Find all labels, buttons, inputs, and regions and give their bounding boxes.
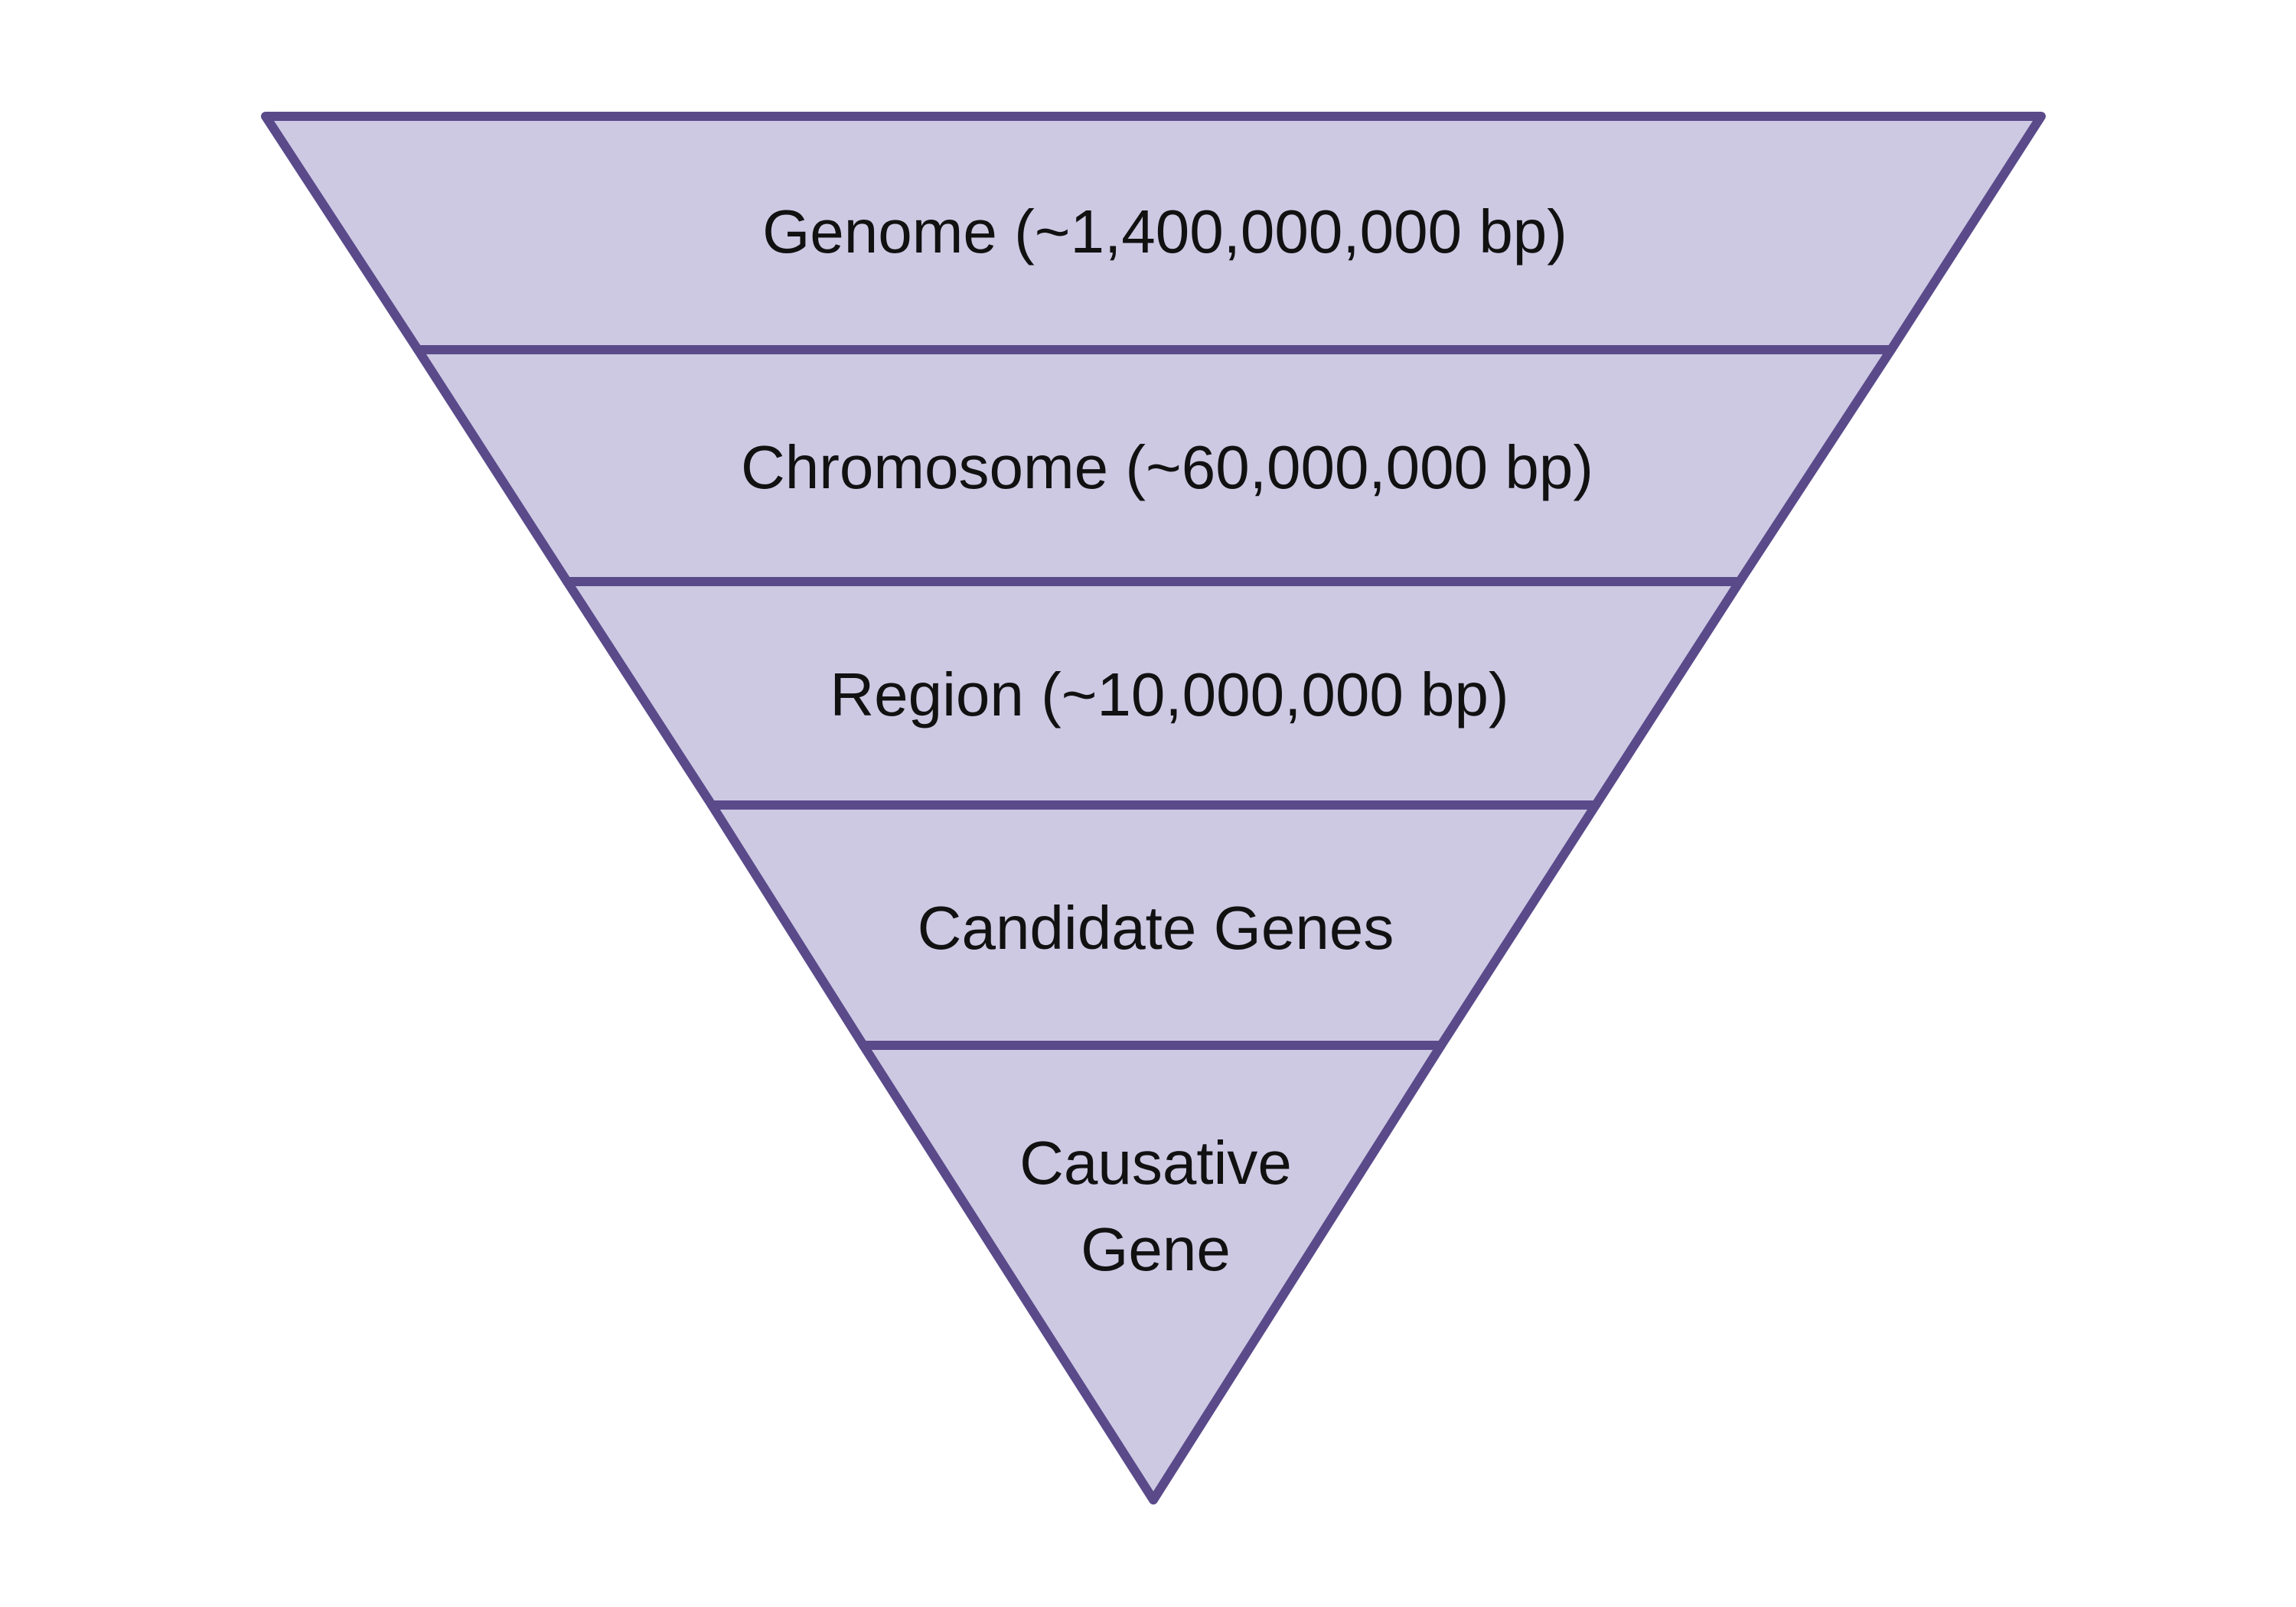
tier-label-chromosome: Chromosome (~60,000,000 bp) bbox=[741, 433, 1593, 501]
tier-label-region: Region (~10,000,000 bp) bbox=[830, 660, 1508, 729]
tier-label-causative-gene-line1: Causative bbox=[1019, 1129, 1292, 1197]
tier-causative-gene bbox=[859, 1041, 1446, 1504]
tier-label-candidate-genes: Candidate Genes bbox=[918, 894, 1394, 962]
tier-label-genome: Genome (~1,400,000,000 bp) bbox=[762, 197, 1567, 266]
tier-label-causative-gene-line2: Gene bbox=[1081, 1215, 1231, 1283]
